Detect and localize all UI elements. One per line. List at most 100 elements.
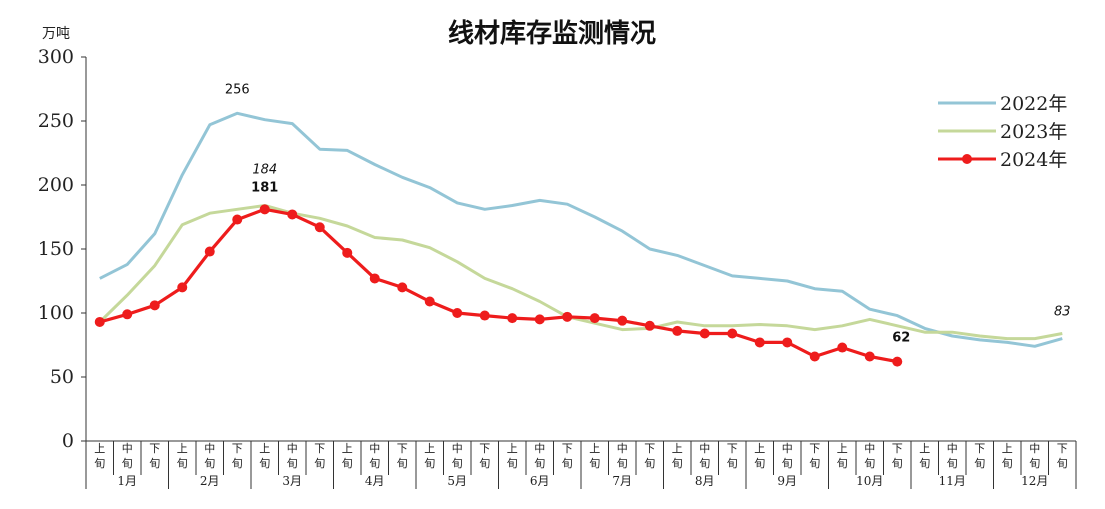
x-decade-label-bottom: 旬 bbox=[1029, 457, 1040, 470]
x-decade-label-bottom: 旬 bbox=[424, 457, 435, 470]
x-decade-label-bottom: 旬 bbox=[1002, 457, 1013, 470]
data-point-2024年 bbox=[699, 328, 710, 339]
x-decade-label-top: 上 bbox=[259, 442, 270, 455]
x-decade-label-top: 上 bbox=[754, 442, 765, 455]
data-point-2024年 bbox=[259, 204, 270, 215]
chart-title: 线材库存监测情况 bbox=[448, 19, 656, 49]
x-decade-label-top: 上 bbox=[424, 442, 435, 455]
x-decade-label-top: 中 bbox=[534, 442, 545, 455]
x-month-label: 2月 bbox=[200, 474, 220, 488]
data-point-2024年 bbox=[782, 337, 793, 348]
data-point-2024年 bbox=[672, 325, 683, 336]
x-decade-label-top: 中 bbox=[947, 442, 958, 455]
x-decade-label-top: 下 bbox=[892, 442, 903, 455]
x-decade-label-top: 中 bbox=[864, 442, 875, 455]
series-line-2023年 bbox=[98, 204, 1063, 341]
x-decade-label-bottom: 旬 bbox=[947, 457, 958, 470]
data-point-2024年 bbox=[617, 315, 628, 326]
x-decade-label-bottom: 旬 bbox=[177, 457, 188, 470]
data-label: 62 bbox=[892, 331, 910, 346]
x-decade-label-top: 中 bbox=[369, 442, 380, 455]
x-decade-label-top: 下 bbox=[562, 442, 573, 455]
x-decade-label-bottom: 旬 bbox=[754, 457, 765, 470]
x-decade-label-top: 下 bbox=[974, 442, 985, 455]
x-decade-label-bottom: 旬 bbox=[782, 457, 793, 470]
x-month-label: 11月 bbox=[939, 474, 966, 488]
x-decade-label-bottom: 旬 bbox=[122, 457, 133, 470]
data-point-2024年 bbox=[177, 282, 188, 293]
x-decade-label-bottom: 旬 bbox=[479, 457, 490, 470]
x-decade-label-top: 上 bbox=[1002, 442, 1013, 455]
x-decade-label-bottom: 旬 bbox=[974, 457, 985, 470]
x-decade-label-bottom: 旬 bbox=[809, 457, 820, 470]
x-decade-label-bottom: 旬 bbox=[617, 457, 628, 470]
x-decade-label-top: 下 bbox=[809, 442, 820, 455]
legend: 2022年 2023年 2024年 bbox=[938, 93, 1067, 171]
x-decade-label-bottom: 旬 bbox=[342, 457, 353, 470]
x-decade-label-top: 上 bbox=[507, 442, 518, 455]
data-point-2024年 bbox=[479, 310, 490, 321]
x-month-label: 10月 bbox=[856, 474, 883, 488]
data-point-2024年 bbox=[204, 246, 215, 257]
x-decade-label-top: 上 bbox=[94, 442, 105, 455]
data-point-2024年 bbox=[864, 351, 875, 362]
x-decade-label-bottom: 旬 bbox=[232, 457, 243, 470]
x-decade-label-top: 中 bbox=[452, 442, 463, 455]
x-decade-label-bottom: 旬 bbox=[699, 457, 710, 470]
x-decade-label-bottom: 旬 bbox=[644, 457, 655, 470]
x-decade-label-bottom: 旬 bbox=[562, 457, 573, 470]
y-tick-label: 100 bbox=[38, 302, 74, 324]
data-label: 181 bbox=[251, 180, 278, 195]
x-month-label: 5月 bbox=[447, 474, 467, 488]
legend-label: 2023年 bbox=[1000, 121, 1067, 143]
x-month-label: 9月 bbox=[777, 474, 797, 488]
x-decade-label-top: 上 bbox=[177, 442, 188, 455]
data-point-2024年 bbox=[342, 247, 353, 258]
x-decade-label-bottom: 旬 bbox=[589, 457, 600, 470]
data-point-2024年 bbox=[534, 314, 545, 325]
x-decade-label-bottom: 旬 bbox=[507, 457, 518, 470]
x-decade-label-top: 下 bbox=[149, 442, 160, 455]
x-decade-label-bottom: 旬 bbox=[727, 457, 738, 470]
x-decade-label-bottom: 旬 bbox=[452, 457, 463, 470]
data-point-2024年 bbox=[397, 282, 408, 293]
data-point-2024年 bbox=[287, 209, 298, 220]
x-month-label: 3月 bbox=[282, 474, 302, 488]
x-decade-label-top: 下 bbox=[314, 442, 325, 455]
y-axis-unit-label: 万吨 bbox=[42, 26, 70, 42]
data-label: 184 bbox=[252, 162, 277, 177]
x-decade-label-bottom: 旬 bbox=[892, 457, 903, 470]
x-decade-label-bottom: 旬 bbox=[259, 457, 270, 470]
x-month-label: 1月 bbox=[117, 474, 137, 488]
x-decade-label-bottom: 旬 bbox=[369, 457, 380, 470]
x-decade-label-bottom: 旬 bbox=[1057, 457, 1068, 470]
x-decade-label-top: 下 bbox=[1057, 442, 1068, 455]
x-decade-label-top: 上 bbox=[342, 442, 353, 455]
data-point-2024年 bbox=[507, 313, 518, 324]
x-month-label: 7月 bbox=[612, 474, 632, 488]
data-point-2024年 bbox=[562, 311, 573, 322]
legend-label: 2022年 bbox=[1000, 93, 1067, 115]
data-point-2024年 bbox=[452, 308, 463, 318]
x-decade-label-top: 中 bbox=[1029, 442, 1040, 455]
x-decade-label-bottom: 旬 bbox=[919, 457, 930, 470]
x-decade-label-top: 下 bbox=[727, 442, 738, 455]
y-tick-label: 50 bbox=[50, 366, 74, 388]
x-decade-label-bottom: 旬 bbox=[864, 457, 875, 470]
x-decade-label-top: 下 bbox=[644, 442, 655, 455]
legend-marker-2024年 bbox=[962, 154, 972, 164]
x-decade-label-top: 上 bbox=[919, 442, 930, 455]
annotation-layer: 256 184 181 62 83 bbox=[225, 82, 1071, 345]
data-label: 256 bbox=[225, 82, 250, 97]
x-decade-label-top: 中 bbox=[782, 442, 793, 455]
data-label: 83 bbox=[1054, 304, 1071, 319]
data-point-2024年 bbox=[809, 351, 820, 362]
x-decade-label-top: 上 bbox=[672, 442, 683, 455]
x-decade-label-top: 下 bbox=[397, 442, 408, 455]
y-tick-label: 200 bbox=[38, 174, 74, 196]
x-decade-label-top: 中 bbox=[204, 442, 215, 455]
data-point-2024年 bbox=[314, 222, 325, 233]
data-point-2024年 bbox=[644, 320, 655, 331]
